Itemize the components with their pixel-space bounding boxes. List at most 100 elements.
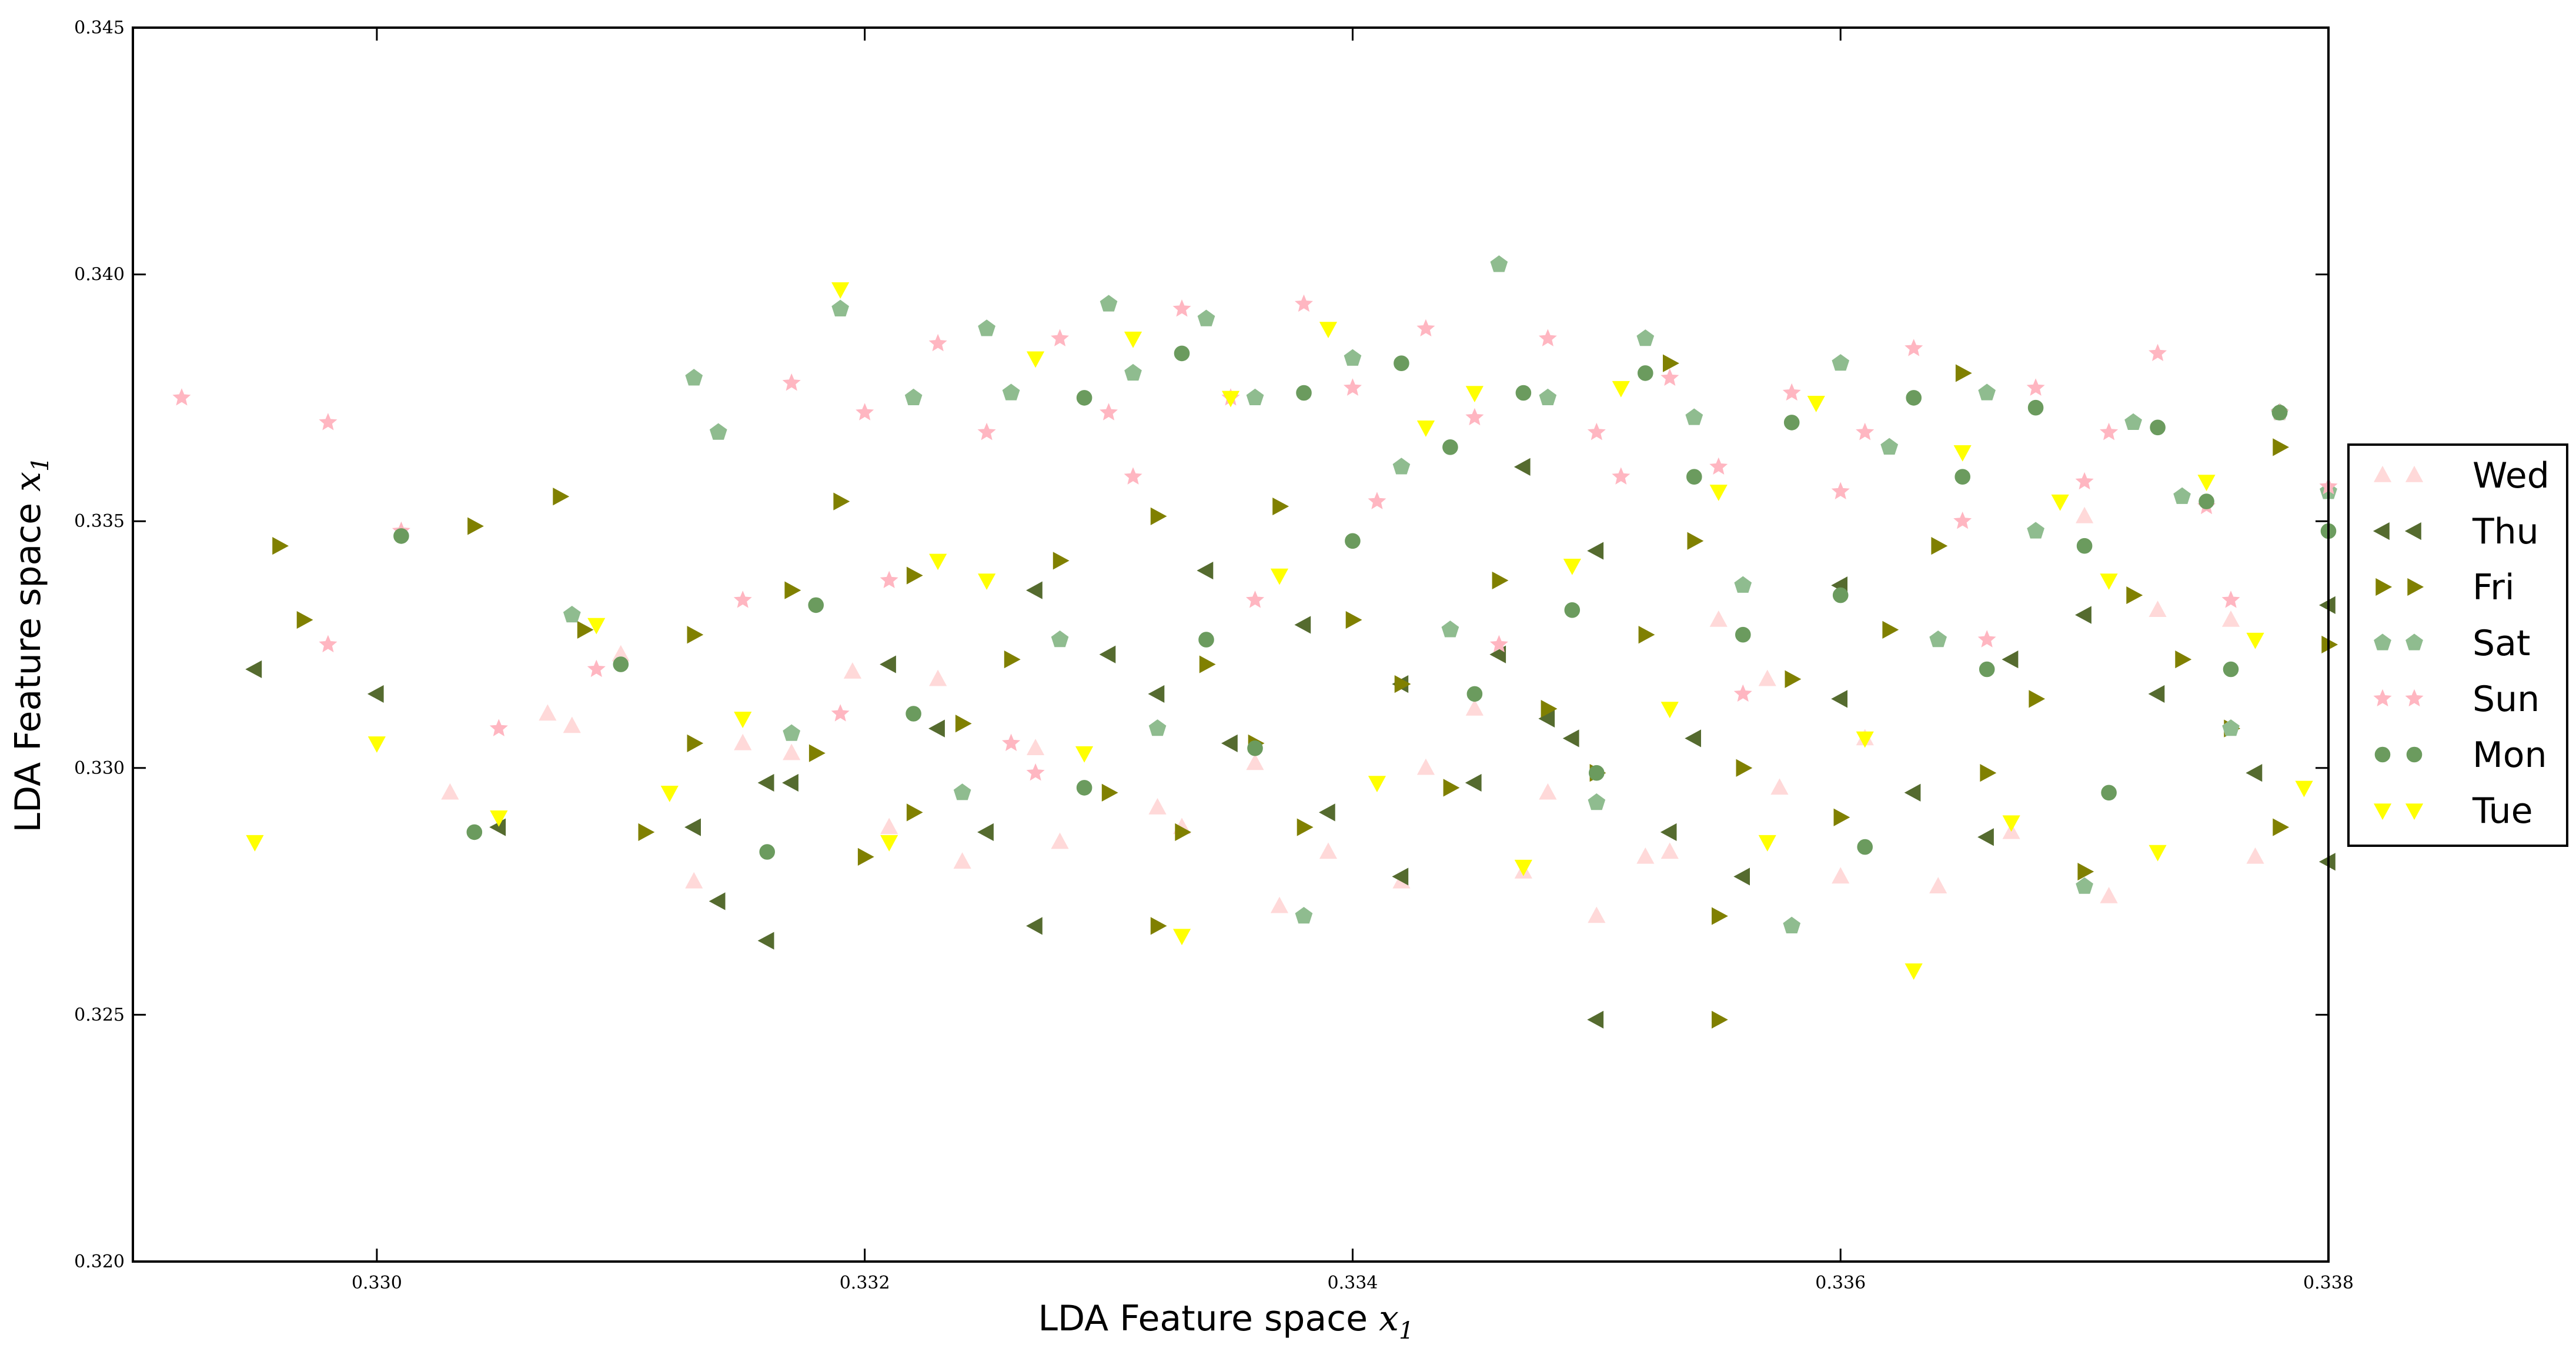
point-sun	[1587, 422, 1606, 441]
point-fri	[1663, 354, 1679, 372]
point-wed	[1416, 758, 1435, 775]
point-thu	[367, 685, 384, 703]
points-layer	[172, 255, 2338, 1029]
series-sat	[563, 255, 2337, 933]
point-sun	[1733, 684, 1752, 702]
point-sun	[1953, 511, 1972, 529]
point-mon	[1198, 632, 1214, 648]
point-wed	[880, 818, 898, 835]
point-fri	[833, 492, 850, 510]
point-thu	[757, 932, 774, 950]
point-mon	[2223, 661, 2239, 678]
point-mon	[1832, 587, 1849, 603]
point-fri	[1955, 364, 1972, 382]
point-fri	[1687, 532, 1704, 550]
legend-marker-wed	[2405, 465, 2424, 482]
point-sat	[1295, 906, 1313, 924]
point-fri	[808, 744, 826, 762]
legend-item-tue: Tue	[2373, 790, 2532, 832]
legend-marker-sat	[2374, 633, 2391, 650]
point-mon	[906, 706, 921, 722]
x-axis-label-var: x	[1379, 1298, 1399, 1339]
point-sat	[1734, 576, 1752, 593]
point-sun	[489, 719, 508, 736]
x-tick-label: 0.332	[840, 1273, 890, 1293]
point-wed	[563, 716, 581, 733]
point-tue	[978, 573, 996, 590]
point-fri	[1199, 655, 1216, 673]
point-fri	[2077, 862, 2094, 881]
point-mon	[466, 824, 483, 840]
point-tue	[1709, 485, 1728, 501]
point-wed	[1770, 778, 1789, 795]
legend-label-sun: Sun	[2473, 679, 2540, 720]
point-sat	[1783, 916, 1801, 933]
point-tue	[1172, 929, 1191, 946]
point-wed	[1148, 798, 1167, 815]
point-thu	[1294, 616, 1311, 634]
point-sat	[831, 299, 849, 316]
point-fri	[1931, 537, 1948, 555]
point-fri	[1297, 818, 1314, 836]
point-thu	[1660, 823, 1677, 841]
point-sat	[685, 369, 703, 386]
point-thu	[2002, 650, 2019, 669]
point-wed	[685, 872, 703, 889]
point-sat	[563, 605, 581, 623]
series-thu	[245, 458, 2336, 1029]
point-thu	[1197, 562, 1214, 580]
point-sun	[1172, 299, 1191, 317]
point-sun	[1660, 368, 1679, 386]
point-thu	[1977, 828, 1994, 846]
point-sat	[1392, 458, 1411, 475]
point-sun	[831, 704, 850, 722]
y-tick-label: 0.320	[74, 1252, 125, 1272]
point-sun	[1294, 294, 1313, 312]
point-sat	[1124, 363, 1142, 381]
x-tick-label: 0.334	[1327, 1273, 1378, 1293]
point-mon	[1857, 839, 1873, 855]
point-mon	[1979, 661, 1995, 678]
point-sun	[319, 635, 338, 653]
point-fri	[553, 488, 570, 506]
point-mon	[1466, 686, 1483, 702]
series-fri	[272, 354, 2338, 1029]
point-wed	[1588, 906, 1606, 923]
point-sat	[904, 388, 923, 405]
point-tue	[2295, 780, 2313, 798]
point-thu	[2148, 685, 2165, 703]
point-thu	[1392, 867, 1409, 886]
point-mon	[2199, 493, 2214, 509]
legend-marker-fri	[2407, 578, 2424, 596]
point-tue	[1953, 445, 1972, 462]
point-sun	[1026, 763, 1045, 781]
point-mon	[1345, 533, 1361, 549]
point-wed	[1026, 739, 1045, 755]
point-sat	[1148, 719, 1167, 736]
point-tue	[660, 786, 679, 802]
point-fri	[2273, 818, 2290, 836]
point-tue	[587, 618, 606, 635]
point-wed	[539, 704, 557, 721]
point-fri	[1736, 759, 1753, 777]
point-wed	[2221, 610, 2240, 627]
point-sat	[1002, 383, 1020, 401]
point-wed	[1758, 669, 1776, 686]
point-thu	[1587, 542, 1604, 560]
point-sat	[2076, 877, 2093, 894]
point-fri	[1150, 507, 1167, 525]
point-wed	[1246, 753, 1264, 770]
point-fri	[1150, 917, 1167, 935]
point-sat	[2222, 719, 2240, 736]
point-sun	[172, 388, 191, 406]
point-mon	[2076, 538, 2093, 554]
point-sun	[977, 422, 996, 441]
point-wed	[1319, 842, 1338, 859]
point-thu	[1148, 685, 1165, 703]
point-tue	[2246, 632, 2264, 649]
x-axis-label-sub: 1	[1399, 1317, 1414, 1344]
point-fri	[296, 610, 313, 629]
y-axis-label: LDA Feature space x1	[8, 457, 54, 833]
point-mon	[1954, 469, 1970, 485]
point-sat	[1636, 329, 1655, 346]
